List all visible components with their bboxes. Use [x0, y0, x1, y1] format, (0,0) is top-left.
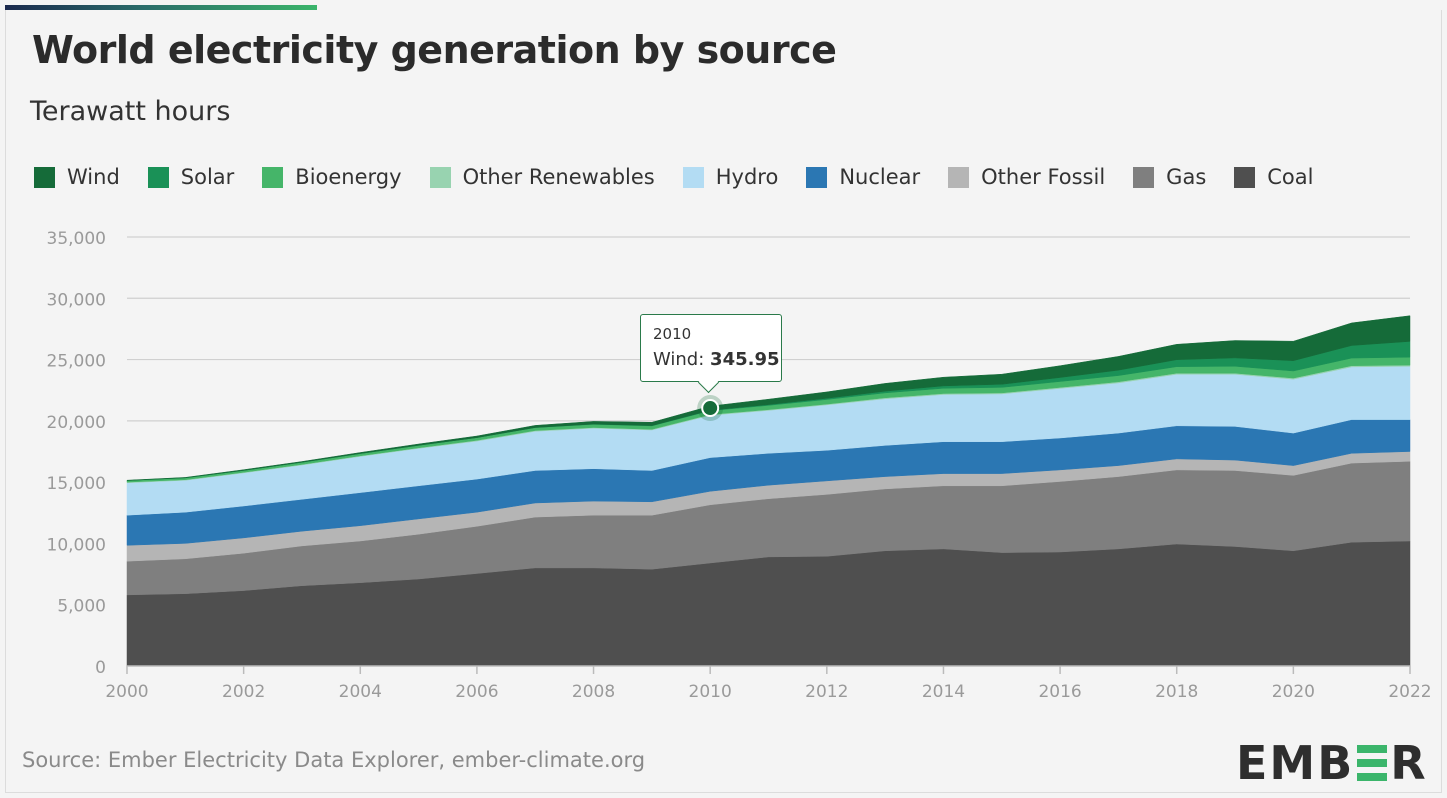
y-tick-label: 20,000 [47, 413, 106, 433]
y-tick-label: 5,000 [57, 597, 106, 617]
x-tick-label: 2002 [222, 682, 265, 702]
legend-label-other-renewables: Other Renewables [462, 165, 655, 189]
x-tick-label: 2020 [1272, 682, 1315, 702]
legend-swatch-bioenergy [262, 166, 284, 188]
chart-frame [5, 10, 1442, 793]
legend-item-gas[interactable]: Gas [1133, 165, 1206, 189]
legend-label-gas: Gas [1166, 165, 1207, 189]
x-tick-label: 2014 [922, 682, 965, 702]
y-tick-label: 35,000 [47, 229, 106, 249]
hover-marker [697, 395, 724, 422]
x-tick-label: 2018 [1155, 682, 1198, 702]
x-tick-label: 2000 [105, 682, 148, 702]
x-tick-label: 2006 [455, 682, 498, 702]
area-wind [126, 315, 1411, 481]
legend-item-hydro[interactable]: Hydro [682, 165, 779, 189]
legend-item-bioenergy[interactable]: Bioenergy [262, 165, 402, 189]
legend-label-other-fossil: Other Fossil [981, 165, 1106, 189]
chart-subtitle: Terawatt hours [30, 96, 231, 127]
y-tick-label: 15,000 [47, 474, 106, 494]
legend-item-other-fossil[interactable]: Other Fossil [948, 165, 1105, 189]
y-tick-label: 30,000 [47, 290, 106, 310]
accent-bar [5, 5, 317, 10]
ember-logo: EMB R [1236, 736, 1428, 790]
legend-label-solar: Solar [180, 165, 235, 189]
legend-label-wind: Wind [67, 165, 120, 189]
tooltip-year: 2010 [653, 325, 692, 343]
legend: Wind Solar Bioenergy Other Renewables Hydro N… [34, 162, 1341, 192]
legend-swatch-nuclear [806, 166, 828, 188]
legend-swatch-hydro [682, 166, 704, 188]
tooltip-value: 345.95 [710, 349, 780, 370]
axes: 2000 2002 2004 2006 2008 2010 2012 2014 2016 2018… [105, 665, 1432, 702]
legend-item-nuclear[interactable]: Nuclear [806, 165, 920, 189]
chart-title: World electricity generation by source [32, 28, 837, 72]
legend-item-solar[interactable]: Solar [147, 165, 235, 189]
tooltip-line: Wind: 345.95 [653, 349, 780, 370]
y-tick-label: 10,000 [47, 535, 106, 555]
x-tick-label: 2012 [805, 682, 848, 702]
y-tick-label: 25,000 [47, 352, 106, 372]
logo-text-start: EMB [1236, 736, 1355, 790]
legend-label-bioenergy: Bioenergy [295, 165, 402, 189]
legend-label-hydro: Hydro [715, 165, 779, 189]
x-tick-label: 2010 [689, 682, 732, 702]
legend-label-coal: Coal [1267, 165, 1314, 189]
legend-item-coal[interactable]: Coal [1234, 165, 1313, 189]
legend-swatch-other-renewables [429, 166, 451, 188]
tooltip-series: Wind [653, 349, 699, 370]
y-tick-label: 0 [95, 658, 106, 678]
legend-item-other-renewables[interactable]: Other Renewables [429, 165, 655, 189]
legend-item-wind[interactable]: Wind [34, 165, 120, 189]
stacked-areas [126, 315, 1411, 667]
logo-e-icon [1357, 745, 1388, 781]
source-note: Source: Ember Electricity Data Explorer,… [22, 748, 646, 772]
legend-swatch-wind [34, 166, 55, 188]
legend-swatch-coal [1234, 166, 1256, 188]
legend-label-nuclear: Nuclear [839, 165, 921, 189]
legend-swatch-other-fossil [948, 166, 970, 188]
x-tick-label: 2008 [572, 682, 615, 702]
legend-swatch-solar [147, 166, 169, 188]
legend-swatch-gas [1133, 166, 1155, 188]
marker-dot [701, 399, 720, 418]
x-tick-label: 2016 [1038, 682, 1081, 702]
tooltip: 2010 Wind: 345.95 [640, 314, 782, 382]
x-tick-label: 2004 [339, 682, 382, 702]
x-tick-label: 2022 [1388, 682, 1431, 702]
logo-text-end: R [1390, 736, 1428, 790]
